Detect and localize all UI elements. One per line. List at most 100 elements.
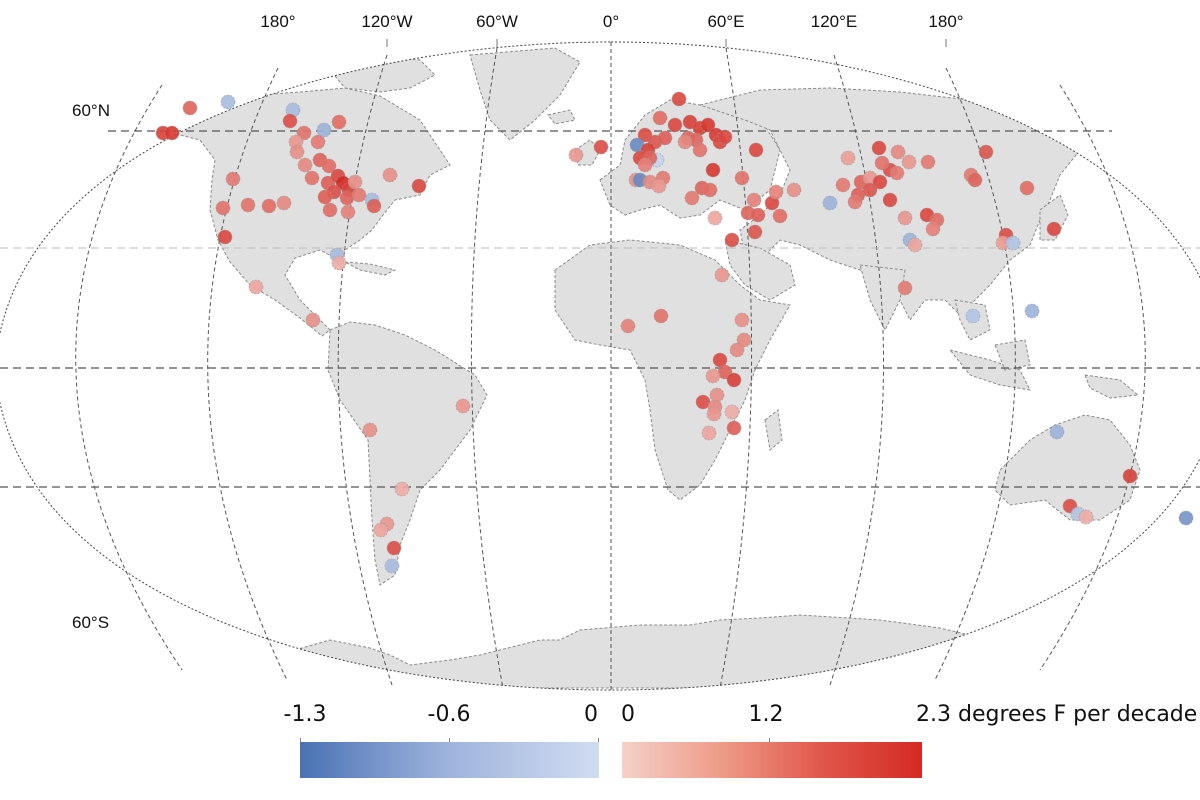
station-dot — [835, 177, 851, 193]
station-dot — [890, 144, 906, 160]
station-dot — [786, 182, 802, 198]
station-dot — [305, 312, 321, 328]
borneo — [994, 339, 1031, 371]
legend-bar-positive — [622, 742, 922, 778]
station-dot — [321, 158, 337, 174]
station-dot — [217, 229, 233, 245]
caribbean — [344, 261, 397, 276]
station-dot — [872, 174, 888, 190]
station-dot — [709, 387, 725, 403]
north-america — [149, 87, 451, 337]
station-dot — [747, 224, 763, 240]
station-dot — [1024, 303, 1040, 319]
station-dot — [897, 210, 913, 226]
lat-label-60s: 60°S — [72, 613, 110, 632]
legend-tick-pos-zero: 0 — [621, 702, 635, 727]
station-dot — [362, 422, 378, 438]
station-dot — [862, 182, 878, 198]
lon-label-60w: 60°W — [476, 12, 518, 31]
station-dot — [637, 127, 653, 143]
station-dot — [717, 129, 733, 145]
station-dot — [978, 144, 994, 160]
station-dot — [822, 195, 838, 211]
station-dot — [677, 134, 693, 150]
station-dot — [726, 372, 742, 388]
station-dot — [304, 170, 320, 186]
station-dot — [671, 91, 687, 107]
station-dot — [871, 140, 887, 156]
station-dot — [701, 425, 717, 441]
new-guinea — [1084, 374, 1140, 399]
station-dot — [568, 147, 584, 163]
station-dot — [657, 130, 673, 146]
station-dot — [261, 198, 277, 214]
station-dot — [1078, 509, 1094, 525]
legend-tick-pos-mid: 1.2 — [748, 702, 784, 727]
madagascar — [764, 409, 783, 451]
canadian-arctic — [329, 54, 436, 93]
africa — [554, 239, 791, 501]
station-dot — [772, 208, 788, 224]
station-dot — [700, 117, 716, 133]
station-dot — [684, 190, 700, 206]
station-dot — [652, 110, 668, 126]
station-dot — [282, 113, 298, 129]
lon-label-0: 0° — [602, 12, 620, 31]
station-dot — [1178, 510, 1194, 526]
station-dot — [347, 174, 363, 190]
station-dot — [455, 398, 471, 414]
station-dot — [705, 368, 721, 384]
station-dot — [322, 202, 338, 218]
legend-bar-negative — [300, 742, 599, 778]
south-america — [327, 321, 488, 586]
station-dot — [1049, 424, 1065, 440]
station-dot — [331, 255, 347, 271]
station-dot — [897, 280, 913, 296]
station-dot — [340, 204, 356, 220]
iceland — [547, 109, 576, 125]
legend-tick-neg-zero: 0 — [584, 702, 598, 727]
legend-tick-neg-min: -1.3 — [283, 702, 327, 727]
station-dot — [746, 192, 762, 208]
station-dot — [225, 171, 241, 187]
station-dot — [339, 190, 355, 206]
legend-tick-mark — [598, 738, 599, 743]
australia — [994, 414, 1141, 521]
station-dot — [593, 139, 609, 155]
station-dots — [155, 91, 1194, 574]
station-dot — [637, 157, 653, 173]
station-dot — [289, 144, 305, 160]
station-dot — [386, 540, 402, 556]
station-dot — [967, 172, 983, 188]
indonesia — [948, 349, 1031, 391]
legend-tick-neg-mid: -0.6 — [427, 702, 471, 727]
lon-label-60e: 60°E — [707, 12, 745, 31]
station-dot — [316, 122, 332, 138]
station-dot — [373, 522, 389, 538]
station-dot — [297, 157, 313, 173]
station-dot — [317, 189, 333, 205]
lon-label-120e: 120°E — [810, 12, 858, 31]
station-dot — [714, 267, 730, 283]
station-dot — [653, 308, 669, 324]
station-dot — [724, 232, 740, 248]
lon-label-180e: 180° — [928, 12, 964, 31]
lon-label-180w: 180° — [260, 12, 296, 31]
station-dot — [705, 162, 721, 178]
lat-label-60n: 60°N — [72, 101, 110, 120]
station-dot — [382, 167, 398, 183]
station-dot — [734, 312, 750, 328]
station-dot — [712, 352, 728, 368]
station-dot — [840, 150, 856, 166]
station-dot — [310, 134, 326, 150]
station-dot — [248, 279, 264, 295]
parallels — [0, 130, 1200, 488]
antarctica — [254, 614, 1001, 689]
station-dot — [768, 184, 784, 200]
station-dot — [882, 192, 898, 208]
station-dot — [240, 197, 256, 213]
lon-label-120w: 120°W — [361, 12, 413, 31]
station-dot — [651, 178, 667, 194]
station-dot — [182, 100, 198, 116]
